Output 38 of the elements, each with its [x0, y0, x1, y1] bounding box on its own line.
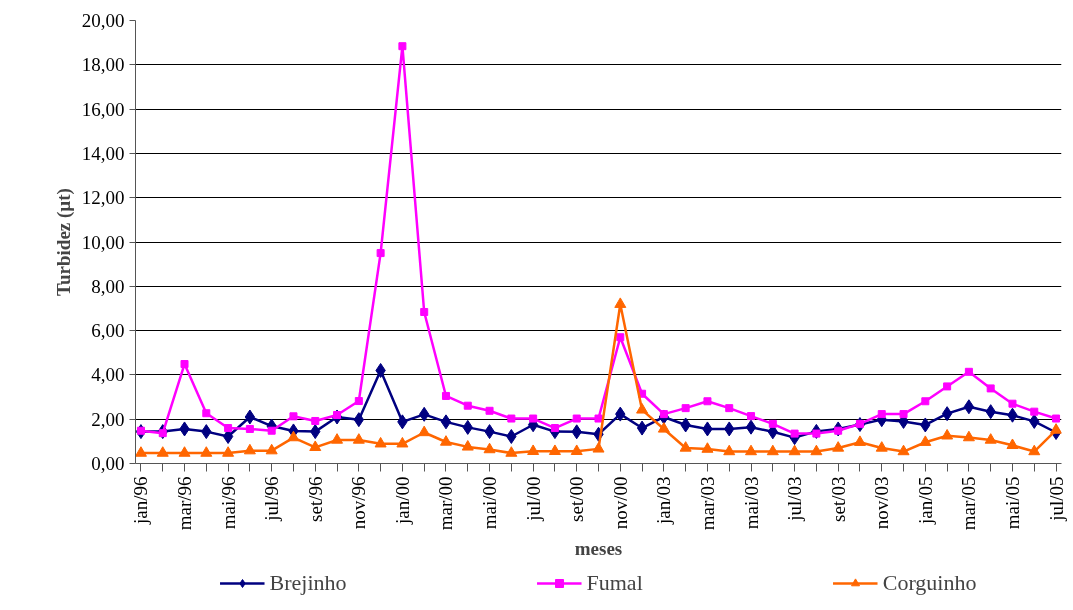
- legend-label: Brejinho: [269, 570, 347, 596]
- x-tick-label: mai/00: [479, 476, 501, 530]
- y-tick-label: 6,00: [91, 320, 125, 342]
- x-tick-label: jan/96: [130, 476, 152, 525]
- y-tick-label: 12,00: [81, 187, 125, 209]
- x-tick-label: mar/05: [958, 476, 980, 531]
- x-tick-label: nov/96: [348, 476, 370, 530]
- x-tick-label: mar/96: [174, 476, 196, 531]
- x-tick-label: set/03: [827, 476, 849, 522]
- legend-label: Fumal: [586, 570, 643, 596]
- x-tick-label: jan/05: [914, 476, 936, 525]
- x-tick-label: mai/96: [217, 476, 239, 530]
- x-tick-label: jul/00: [522, 476, 544, 522]
- y-tick-label: 2,00: [91, 408, 125, 430]
- y-tick-label: 10,00: [81, 231, 125, 253]
- y-tick-label: 8,00: [91, 275, 125, 297]
- x-tick-label: nov/03: [871, 476, 893, 530]
- x-tick-label: jul/96: [261, 476, 283, 522]
- y-tick-label: 18,00: [81, 54, 125, 76]
- y-tick-label: 0,00: [91, 453, 125, 474]
- x-tick-label: nov/00: [609, 476, 631, 530]
- x-tick-label: mar/03: [696, 476, 718, 531]
- x-tick-label: mai/03: [740, 476, 762, 530]
- x-tick-label: jan/00: [391, 476, 413, 525]
- x-tick-label: jul/05: [1045, 476, 1067, 522]
- x-axis-title: meses: [574, 538, 623, 560]
- x-tick-label: mar/00: [435, 476, 457, 531]
- x-tick-label: set/96: [304, 476, 326, 522]
- y-tick-label: 16,00: [81, 98, 125, 120]
- y-axis-title: Turbidez (µt): [52, 188, 75, 296]
- x-tick-label: jul/03: [784, 476, 806, 522]
- y-tick-label: 14,00: [81, 142, 125, 164]
- legend-label: Corguinho: [882, 570, 977, 596]
- y-tick-label: 4,00: [91, 364, 125, 386]
- x-tick-label: set/00: [566, 476, 588, 522]
- y-tick-label: 20,00: [81, 10, 125, 31]
- x-tick-label: jan/03: [653, 476, 675, 525]
- x-tick-label: mai/05: [1001, 476, 1023, 530]
